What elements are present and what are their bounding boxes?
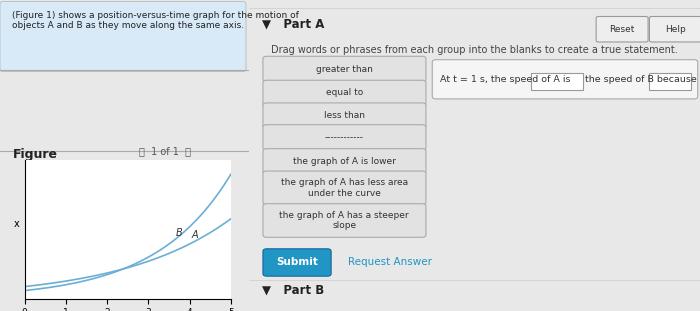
Text: less than: less than: [323, 111, 365, 120]
FancyBboxPatch shape: [263, 171, 426, 205]
FancyBboxPatch shape: [263, 204, 426, 237]
Text: Help: Help: [665, 25, 685, 34]
Text: ▼   Part A: ▼ Part A: [262, 17, 324, 30]
FancyBboxPatch shape: [263, 249, 331, 276]
Y-axis label: x: x: [13, 219, 19, 230]
Text: equal to: equal to: [326, 89, 363, 97]
Text: Reset: Reset: [609, 25, 635, 34]
Text: B: B: [175, 228, 182, 238]
Text: Submit: Submit: [276, 258, 318, 267]
FancyBboxPatch shape: [0, 2, 246, 72]
Text: ------------: ------------: [325, 133, 364, 142]
FancyBboxPatch shape: [433, 60, 698, 99]
Text: the graph of A has less area
under the curve: the graph of A has less area under the c…: [281, 178, 408, 197]
FancyBboxPatch shape: [531, 73, 582, 90]
FancyBboxPatch shape: [650, 16, 700, 42]
FancyBboxPatch shape: [263, 56, 426, 82]
Text: A: A: [192, 230, 198, 240]
Text: the graph of A is lower: the graph of A is lower: [293, 157, 395, 166]
FancyBboxPatch shape: [263, 149, 426, 174]
Text: At t = 1 s, the speed of A is: At t = 1 s, the speed of A is: [440, 75, 571, 84]
FancyBboxPatch shape: [263, 125, 426, 150]
Text: the speed of B because: the speed of B because: [585, 75, 696, 84]
Text: 〈  1 of 1  〉: 〈 1 of 1 〉: [139, 146, 191, 156]
Text: Drag words or phrases from each group into the blanks to create a true statement: Drag words or phrases from each group in…: [271, 45, 678, 55]
Text: the graph of A has a steeper
slope: the graph of A has a steeper slope: [279, 211, 409, 230]
FancyBboxPatch shape: [648, 73, 691, 90]
FancyBboxPatch shape: [263, 103, 426, 128]
FancyBboxPatch shape: [596, 16, 648, 42]
Text: Figure: Figure: [13, 148, 57, 161]
Text: Request Answer: Request Answer: [348, 258, 432, 267]
Text: ▼   Part B: ▼ Part B: [262, 284, 324, 297]
Text: (Figure 1) shows a position-versus-time graph for the motion of
objects A and B : (Figure 1) shows a position-versus-time …: [13, 11, 300, 30]
Text: greater than: greater than: [316, 65, 372, 73]
FancyBboxPatch shape: [263, 80, 426, 106]
